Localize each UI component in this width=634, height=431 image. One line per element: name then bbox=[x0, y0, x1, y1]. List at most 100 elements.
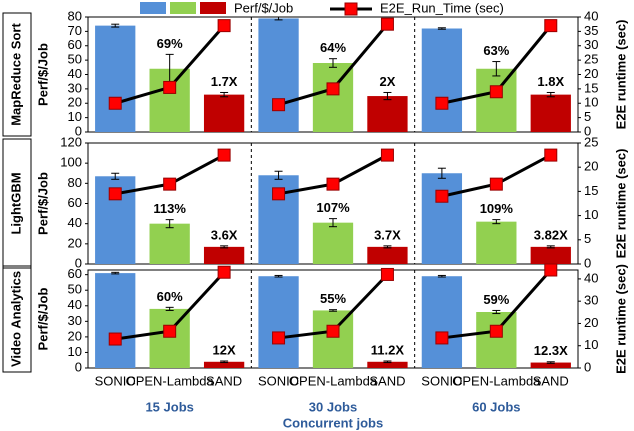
row-label: MapReduce Sort bbox=[8, 23, 23, 126]
x-tick-label: SAND bbox=[533, 373, 569, 388]
y-tick-label: 120 bbox=[60, 134, 82, 149]
y-tick-label: 10 bbox=[68, 344, 82, 359]
y2-tick-label: 20 bbox=[584, 66, 598, 81]
y2-tick-label: 15 bbox=[584, 183, 598, 198]
bar bbox=[95, 273, 136, 368]
row-label-box bbox=[2, 138, 32, 269]
bar bbox=[312, 310, 354, 368]
y-tick-label: 100 bbox=[60, 155, 82, 170]
y-tick-label: 70 bbox=[68, 23, 82, 38]
x-tick-label: OPEN-Lambda bbox=[126, 373, 215, 388]
bar bbox=[421, 173, 463, 264]
y2-tick-label: 10 bbox=[584, 337, 598, 352]
y-tick-label: 10 bbox=[68, 109, 82, 124]
bar bbox=[421, 28, 463, 132]
y-tick-label: 20 bbox=[68, 235, 82, 250]
line-marker bbox=[326, 177, 340, 191]
x-tick-label: SONIC bbox=[258, 373, 299, 388]
annotation: 55% bbox=[320, 291, 346, 306]
line-marker bbox=[544, 148, 558, 162]
x-tick-label: SAND bbox=[206, 373, 242, 388]
line-marker bbox=[380, 148, 394, 162]
y-axis-title: Perf/$/Job bbox=[35, 172, 50, 235]
annotation: 2X bbox=[379, 74, 395, 89]
bar bbox=[312, 222, 354, 264]
annotation: 113% bbox=[153, 201, 186, 216]
line-marker bbox=[544, 19, 558, 33]
line-marker bbox=[380, 17, 394, 31]
y-tick-label: 60 bbox=[68, 266, 82, 281]
line-marker bbox=[326, 324, 340, 338]
line-marker bbox=[272, 98, 286, 112]
y2-tick-label: 5 bbox=[584, 231, 591, 246]
row-label-box bbox=[2, 12, 32, 137]
line-marker bbox=[489, 177, 503, 191]
y-tick-label: 40 bbox=[68, 66, 82, 81]
bar bbox=[530, 362, 571, 368]
bar bbox=[530, 246, 571, 264]
bar bbox=[367, 96, 408, 132]
x-tick-label: SAND bbox=[369, 373, 405, 388]
legend-swatch bbox=[140, 2, 166, 14]
y2-tick-label: 10 bbox=[584, 95, 598, 110]
y2-tick-label: 10 bbox=[584, 207, 598, 222]
line-marker bbox=[217, 265, 231, 279]
line-marker bbox=[272, 331, 286, 345]
annotation: 1.8X bbox=[537, 74, 564, 89]
y2-tick-label: 0 bbox=[584, 255, 591, 270]
legend-marker bbox=[344, 2, 358, 16]
bar bbox=[476, 312, 517, 368]
y2-axis-title: E2E runtime (sec) bbox=[613, 264, 628, 374]
group-label: 15 Jobs bbox=[145, 399, 193, 414]
annotation: 59% bbox=[483, 292, 509, 307]
annotation: 64% bbox=[320, 40, 346, 55]
line-marker bbox=[217, 148, 231, 162]
row-label: LightGBM bbox=[8, 172, 23, 234]
y2-tick-label: 40 bbox=[584, 270, 598, 285]
line-marker bbox=[217, 19, 231, 33]
annotation: 60% bbox=[157, 289, 183, 304]
annotation: 11.2X bbox=[371, 342, 405, 357]
annotation: 3.6X bbox=[211, 227, 238, 242]
annotation: 109% bbox=[480, 201, 514, 216]
y2-tick-label: 40 bbox=[584, 8, 598, 23]
legend-swatch bbox=[200, 2, 226, 14]
bar bbox=[367, 361, 408, 368]
bar bbox=[476, 68, 517, 132]
bar bbox=[203, 246, 245, 264]
annotation: 12X bbox=[213, 342, 236, 357]
y-tick-label: 20 bbox=[68, 95, 82, 110]
y-axis-title: Perf/$/Job bbox=[35, 288, 50, 351]
annotation: 3.82X bbox=[534, 227, 568, 242]
line-marker bbox=[544, 263, 558, 277]
x-tick-label: OPEN-Lambda bbox=[289, 373, 378, 388]
y-axis-title: Perf/$/Job bbox=[35, 43, 50, 106]
group-label: 60 Jobs bbox=[472, 399, 520, 414]
y2-tick-label: 15 bbox=[584, 80, 598, 95]
bar bbox=[258, 18, 299, 132]
line-marker bbox=[489, 324, 503, 338]
y-tick-label: 80 bbox=[68, 175, 82, 190]
line-marker bbox=[108, 187, 122, 201]
y2-tick-label: 25 bbox=[584, 134, 598, 149]
x-tick-label: SONIC bbox=[95, 373, 136, 388]
y2-tick-label: 20 bbox=[584, 315, 598, 330]
line-marker bbox=[108, 332, 122, 346]
y-tick-label: 60 bbox=[68, 195, 82, 210]
line-marker bbox=[380, 267, 394, 281]
line-marker bbox=[435, 96, 449, 110]
y2-tick-label: 0 bbox=[584, 123, 591, 138]
y2-tick-label: 30 bbox=[584, 293, 598, 308]
y-tick-label: 80 bbox=[68, 8, 82, 23]
y2-tick-label: 30 bbox=[584, 37, 598, 52]
bar bbox=[421, 276, 463, 368]
y2-tick-label: 0 bbox=[584, 359, 591, 374]
y-tick-label: 0 bbox=[75, 123, 82, 138]
y-tick-label: 0 bbox=[75, 255, 82, 270]
bar bbox=[95, 25, 136, 132]
line-marker bbox=[435, 189, 449, 203]
line-marker bbox=[489, 85, 503, 99]
y-tick-label: 30 bbox=[68, 313, 82, 328]
legend-label: E2E_Run_Time (sec) bbox=[380, 0, 504, 15]
row-label-box bbox=[2, 265, 32, 373]
